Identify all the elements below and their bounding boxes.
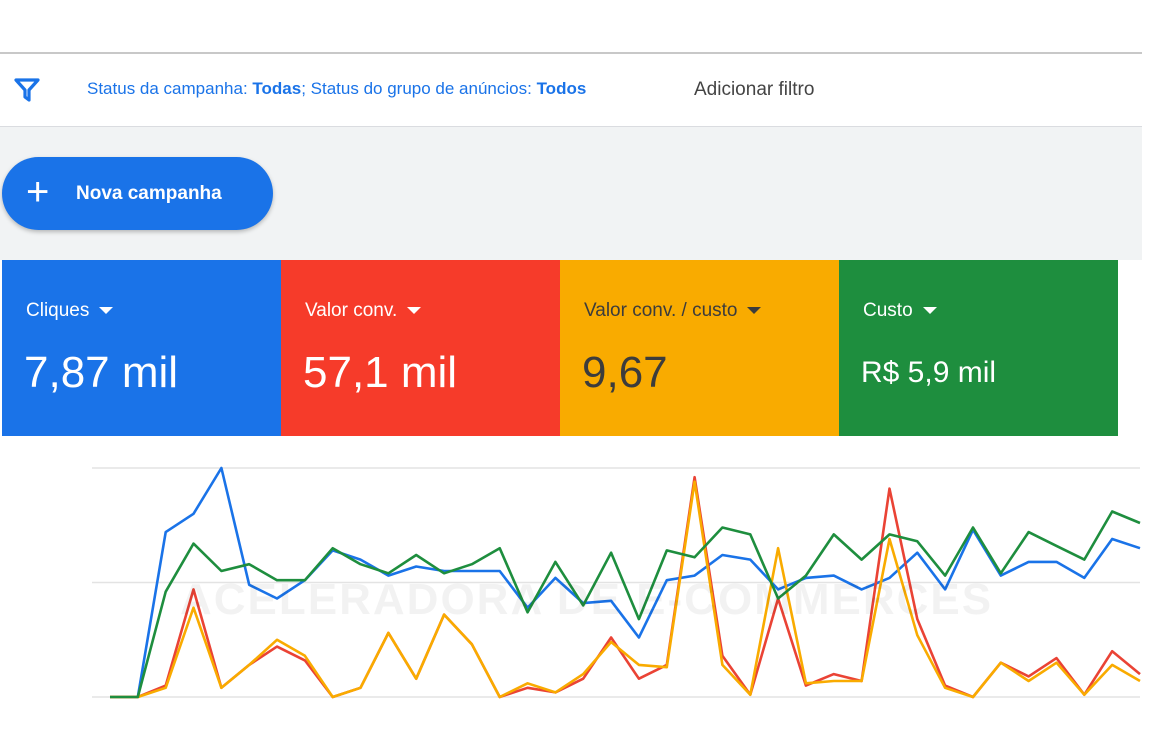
- filter-value: Todos: [536, 79, 587, 98]
- add-filter[interactable]: Adicionar filtro: [694, 79, 815, 100]
- filter-value: Todas: [252, 79, 302, 98]
- new-campaign-button[interactable]: + Nova campanha: [2, 157, 273, 230]
- filter-label: Status da campanha:: [87, 79, 248, 98]
- metric-name[interactable]: Cliques: [26, 300, 113, 322]
- metric-name[interactable]: Valor conv.: [305, 300, 421, 322]
- metric-value: 7,87 mil: [24, 348, 179, 397]
- metric-card[interactable]: Custo R$ 5,9 mil: [839, 260, 1118, 436]
- chart: [92, 466, 1141, 699]
- data-line: [110, 510, 1141, 699]
- filter-icon[interactable]: [14, 78, 40, 102]
- top-bar: [0, 0, 1142, 54]
- metric-value: 57,1 mil: [303, 348, 458, 397]
- filter-row: Status da campanha: Todas; Status do gru…: [0, 54, 1142, 127]
- metric-value: 9,67: [582, 348, 668, 397]
- button-label: Nova campanha: [76, 183, 222, 204]
- filter-label: ; Status do grupo de anúncios:: [301, 79, 532, 98]
- plus-icon: +: [26, 170, 50, 214]
- data-line: [110, 480, 1141, 699]
- metric-card[interactable]: Valor conv. 57,1 mil: [281, 260, 560, 436]
- metric-name[interactable]: Valor conv. / custo: [584, 300, 761, 322]
- watermark: ACELERADORA DE E-COMMERCES: [180, 575, 994, 624]
- data-line: [110, 466, 1141, 699]
- metric-value: R$ 5,9 mil: [861, 356, 997, 389]
- filter-summary[interactable]: Status da campanha: Todas; Status do gru…: [87, 79, 586, 99]
- metric-card[interactable]: Cliques 7,87 mil: [2, 260, 281, 436]
- metric-name[interactable]: Custo: [863, 300, 937, 322]
- metric-card[interactable]: Valor conv. / custo 9,67: [560, 260, 839, 436]
